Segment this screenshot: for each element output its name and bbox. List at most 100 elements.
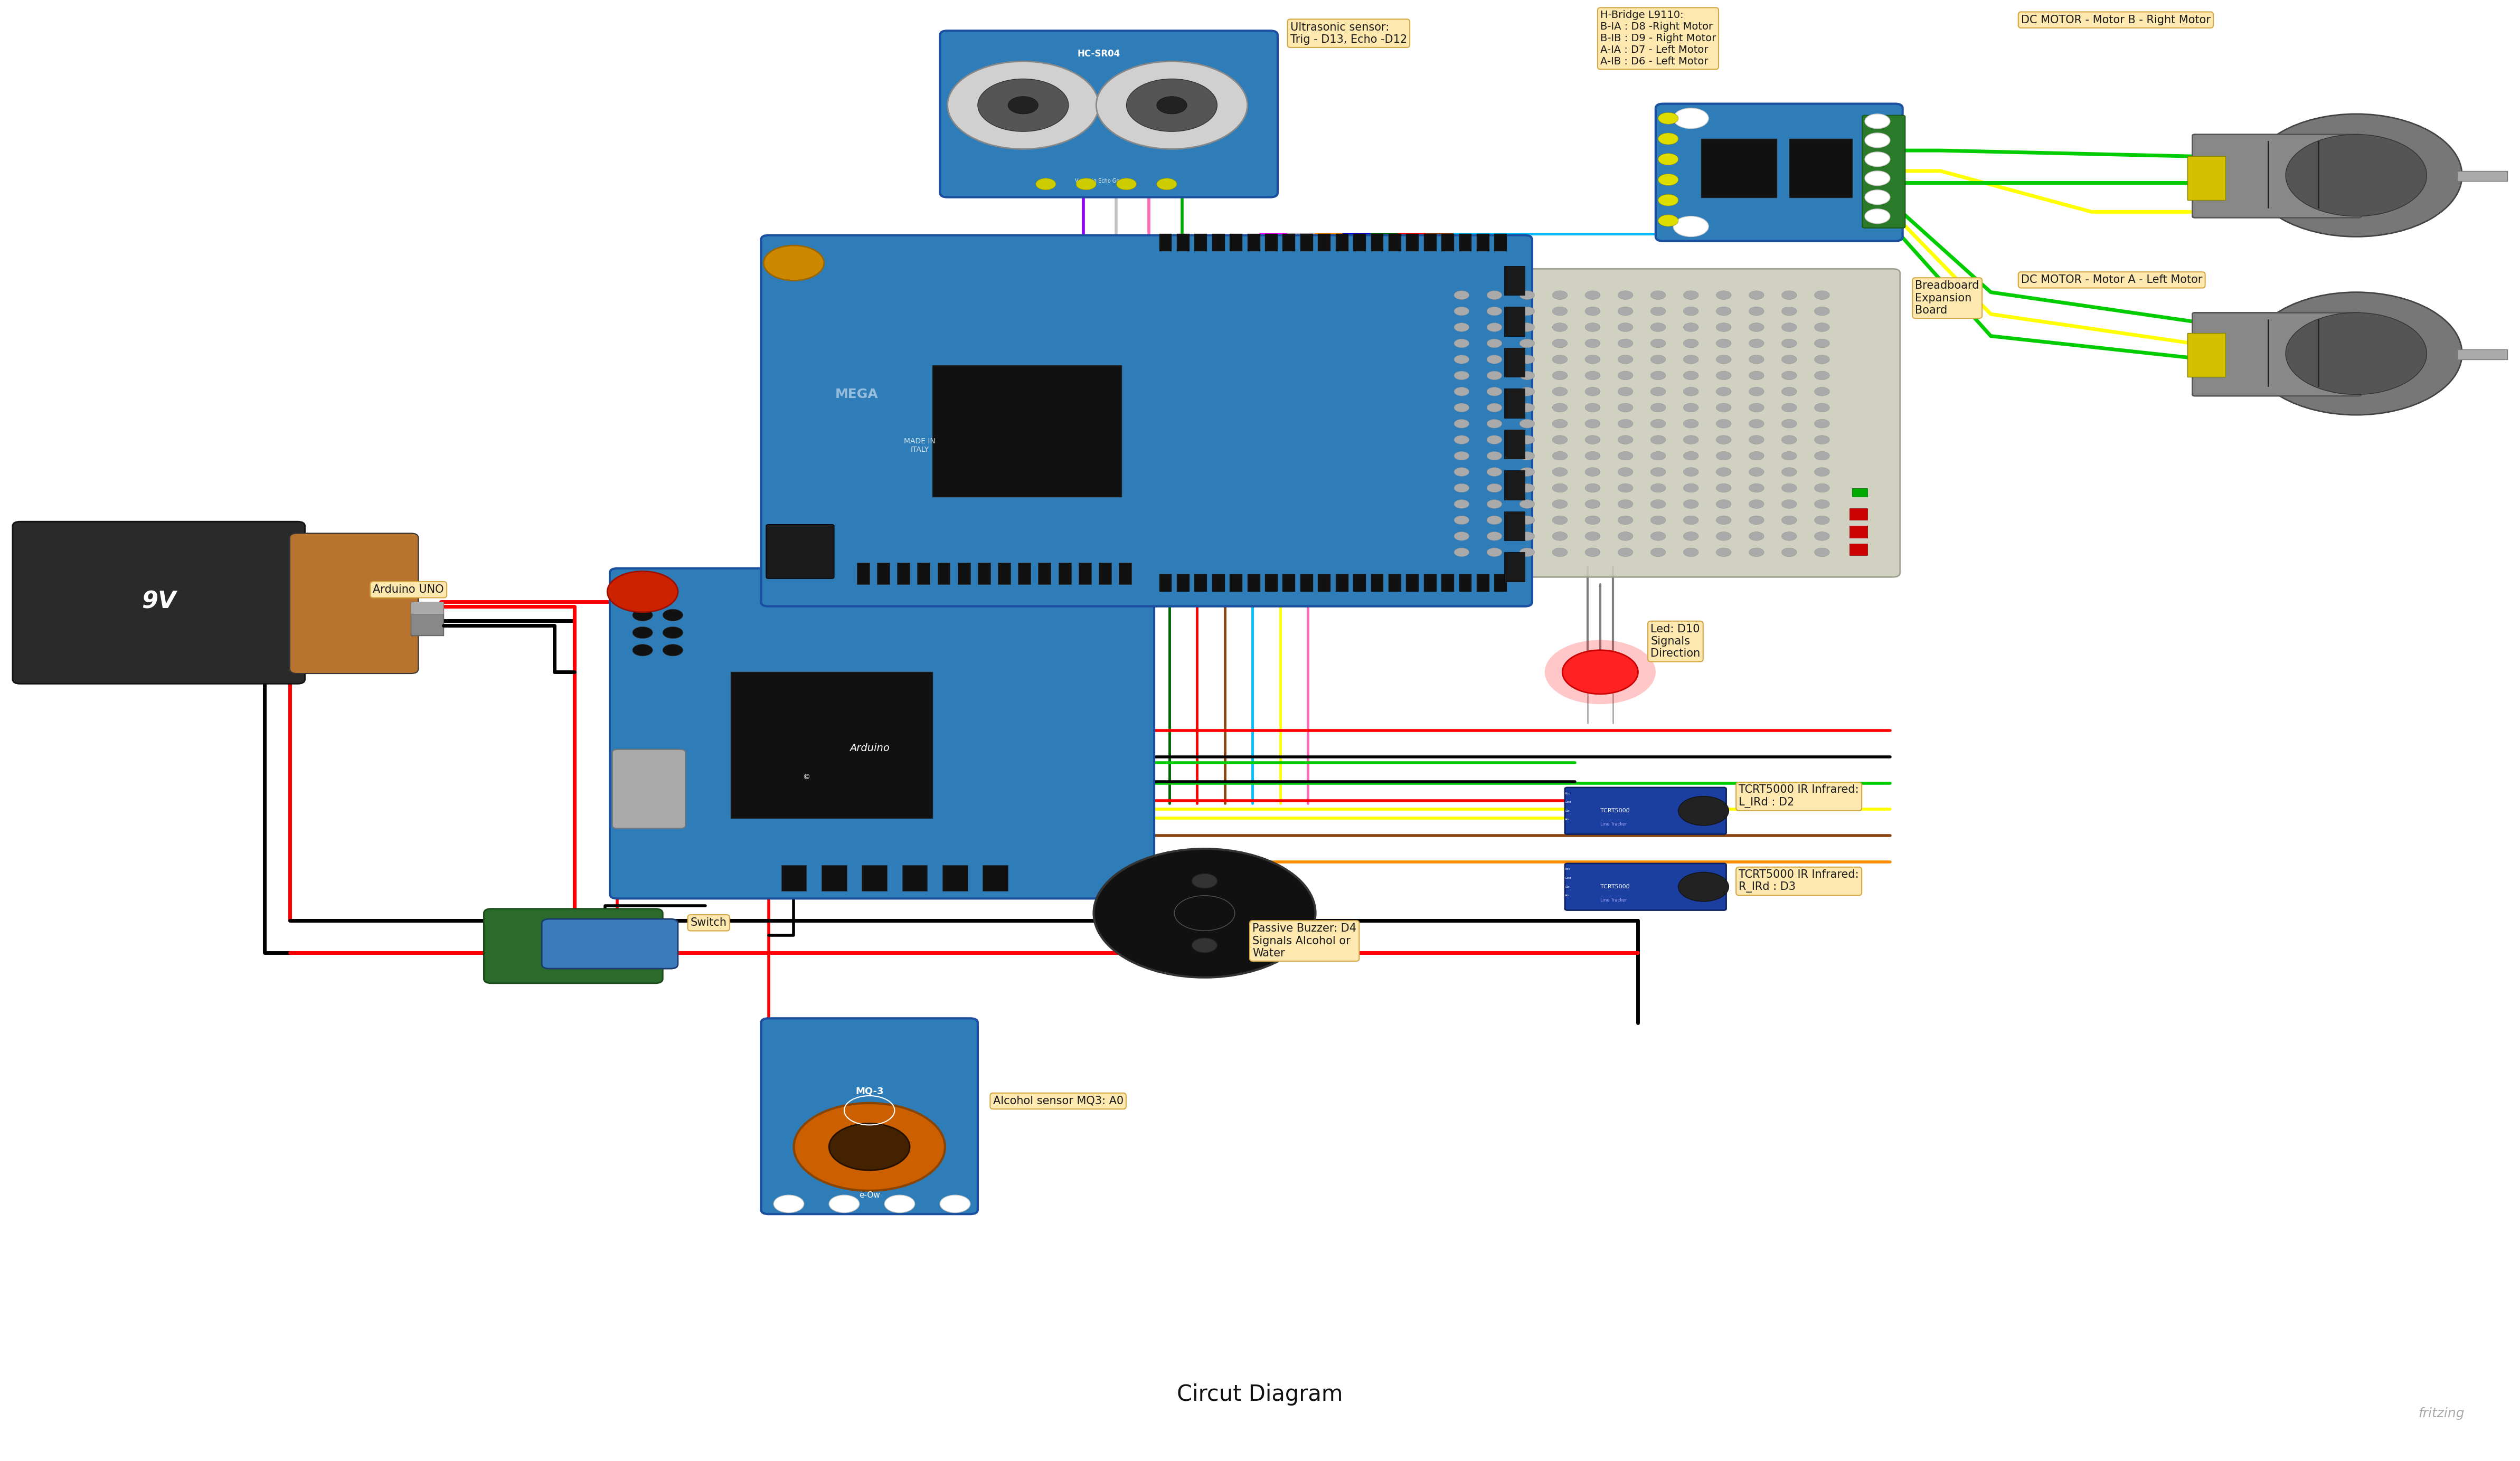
Circle shape bbox=[1520, 387, 1535, 396]
Bar bbox=[1504, 307, 1525, 336]
FancyBboxPatch shape bbox=[610, 568, 1154, 899]
Bar bbox=[1504, 470, 1525, 500]
Circle shape bbox=[1618, 468, 1633, 476]
Circle shape bbox=[1520, 484, 1535, 492]
Circle shape bbox=[1716, 548, 1731, 557]
Bar bbox=[983, 865, 1008, 891]
Circle shape bbox=[1487, 451, 1502, 460]
Circle shape bbox=[1454, 403, 1469, 412]
Circle shape bbox=[2286, 134, 2427, 216]
Circle shape bbox=[633, 644, 653, 656]
Bar bbox=[1389, 574, 1401, 592]
Text: Alcohol sensor MQ3: A0: Alcohol sensor MQ3: A0 bbox=[993, 1096, 1124, 1106]
Circle shape bbox=[1814, 548, 1830, 557]
Circle shape bbox=[1585, 291, 1600, 300]
Circle shape bbox=[1618, 451, 1633, 460]
Circle shape bbox=[1651, 291, 1666, 300]
Bar bbox=[1477, 234, 1489, 251]
Circle shape bbox=[1454, 307, 1469, 316]
Bar bbox=[937, 562, 950, 584]
Circle shape bbox=[1658, 112, 1678, 124]
Circle shape bbox=[1716, 291, 1731, 300]
Circle shape bbox=[829, 1195, 859, 1213]
Circle shape bbox=[1749, 484, 1764, 492]
Circle shape bbox=[1562, 650, 1638, 694]
FancyBboxPatch shape bbox=[1565, 863, 1726, 910]
Circle shape bbox=[1585, 435, 1600, 444]
Circle shape bbox=[1749, 403, 1764, 412]
Bar bbox=[1504, 430, 1525, 459]
Circle shape bbox=[1651, 451, 1666, 460]
Circle shape bbox=[1157, 96, 1187, 114]
Circle shape bbox=[1782, 435, 1797, 444]
Bar bbox=[877, 562, 890, 584]
Circle shape bbox=[1520, 500, 1535, 508]
Circle shape bbox=[1749, 468, 1764, 476]
Circle shape bbox=[1716, 355, 1731, 364]
Circle shape bbox=[1749, 339, 1764, 348]
Circle shape bbox=[1814, 323, 1830, 332]
Circle shape bbox=[1192, 938, 1217, 953]
Circle shape bbox=[1585, 500, 1600, 508]
Circle shape bbox=[1683, 419, 1698, 428]
Bar bbox=[1318, 234, 1331, 251]
Circle shape bbox=[1673, 108, 1709, 129]
Circle shape bbox=[1618, 323, 1633, 332]
FancyBboxPatch shape bbox=[1424, 269, 1900, 577]
Circle shape bbox=[1552, 548, 1567, 557]
Circle shape bbox=[1618, 419, 1633, 428]
Circle shape bbox=[1585, 516, 1600, 524]
Circle shape bbox=[1520, 291, 1535, 300]
Circle shape bbox=[1782, 484, 1797, 492]
Bar bbox=[958, 562, 970, 584]
Bar bbox=[1212, 574, 1225, 592]
Circle shape bbox=[1749, 435, 1764, 444]
Circle shape bbox=[1487, 307, 1502, 316]
Circle shape bbox=[1814, 355, 1830, 364]
FancyBboxPatch shape bbox=[13, 522, 305, 684]
Circle shape bbox=[1487, 371, 1502, 380]
Bar bbox=[1494, 574, 1507, 592]
Circle shape bbox=[1716, 403, 1731, 412]
Circle shape bbox=[1116, 178, 1137, 190]
Bar bbox=[781, 865, 806, 891]
Circle shape bbox=[1651, 323, 1666, 332]
Bar bbox=[1265, 234, 1278, 251]
FancyBboxPatch shape bbox=[290, 533, 418, 674]
Circle shape bbox=[1487, 435, 1502, 444]
Circle shape bbox=[1716, 339, 1731, 348]
Circle shape bbox=[1552, 532, 1567, 541]
Circle shape bbox=[2250, 292, 2462, 415]
Bar bbox=[1504, 552, 1525, 581]
Circle shape bbox=[1651, 355, 1666, 364]
Circle shape bbox=[940, 1195, 970, 1213]
Circle shape bbox=[1618, 339, 1633, 348]
Circle shape bbox=[1520, 323, 1535, 332]
Circle shape bbox=[1749, 355, 1764, 364]
FancyBboxPatch shape bbox=[761, 1018, 978, 1214]
Circle shape bbox=[1782, 307, 1797, 316]
Circle shape bbox=[1814, 403, 1830, 412]
Bar bbox=[978, 562, 990, 584]
Circle shape bbox=[1782, 468, 1797, 476]
Circle shape bbox=[1814, 339, 1830, 348]
Bar bbox=[1701, 139, 1777, 197]
Bar bbox=[857, 562, 869, 584]
Bar bbox=[1389, 234, 1401, 251]
Bar bbox=[897, 562, 910, 584]
Circle shape bbox=[1520, 468, 1535, 476]
Circle shape bbox=[1585, 548, 1600, 557]
Circle shape bbox=[1487, 291, 1502, 300]
Circle shape bbox=[2250, 114, 2462, 237]
Circle shape bbox=[1749, 419, 1764, 428]
FancyBboxPatch shape bbox=[2192, 313, 2361, 396]
Circle shape bbox=[1782, 451, 1797, 460]
Circle shape bbox=[1749, 516, 1764, 524]
Bar bbox=[2187, 333, 2225, 377]
Bar bbox=[932, 365, 1121, 497]
Circle shape bbox=[1454, 468, 1469, 476]
Bar bbox=[1283, 574, 1295, 592]
Circle shape bbox=[1683, 468, 1698, 476]
Circle shape bbox=[1865, 152, 1890, 167]
Circle shape bbox=[1126, 79, 1217, 131]
